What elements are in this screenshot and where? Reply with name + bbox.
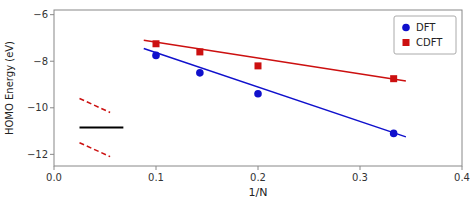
point <box>152 52 160 60</box>
y-tick <box>50 61 54 62</box>
legend-box <box>394 16 456 54</box>
y-tick-label: −10 <box>27 102 48 113</box>
x-tick <box>462 166 463 170</box>
y-tick-label: −12 <box>27 149 48 160</box>
dashed-line <box>80 98 111 112</box>
x-tick <box>360 166 361 170</box>
point <box>196 48 203 55</box>
point <box>390 75 397 82</box>
x-tick-label: 0.3 <box>352 172 368 183</box>
x-tick-label: 0.0 <box>46 172 62 183</box>
legend: DFT CDFT <box>394 16 456 54</box>
dashed-line <box>80 143 111 157</box>
point <box>254 90 262 98</box>
point <box>196 69 204 77</box>
line <box>80 127 124 129</box>
y-tick <box>50 107 54 108</box>
plot-frame <box>54 10 462 166</box>
x-tick <box>156 166 157 170</box>
x-tick <box>54 166 55 170</box>
y-tick-label: −8 <box>33 56 48 67</box>
y-tick-label: −6 <box>33 9 48 20</box>
point <box>153 40 160 47</box>
plot-area <box>80 40 406 156</box>
x-tick <box>258 166 259 170</box>
x-tick-label: 0.4 <box>454 172 470 183</box>
legend-label: CDFT <box>416 37 443 48</box>
line <box>144 48 406 136</box>
point <box>390 130 398 138</box>
legend-label: DFT <box>416 22 436 33</box>
x-axis-label: 1/N <box>249 186 268 199</box>
legend-marker <box>402 24 410 32</box>
y-tick <box>50 154 54 155</box>
x-tick-label: 0.1 <box>148 172 164 183</box>
line <box>144 40 406 81</box>
legend-marker <box>403 39 410 46</box>
y-tick <box>50 14 54 15</box>
y-axis-label: HOMO Energy (eV) <box>4 41 15 135</box>
chart: 0.0 0.1 0.2 0.3 0.4 −6 −8 −10 −12 1/N HOMO Energy … <box>0 0 474 200</box>
point <box>255 62 262 69</box>
x-tick-label: 0.2 <box>250 172 266 183</box>
